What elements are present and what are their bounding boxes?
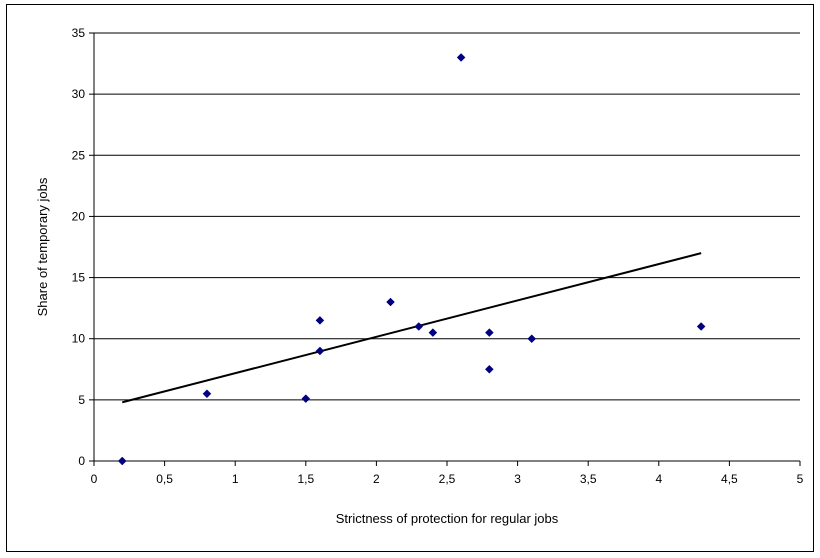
data-point — [527, 334, 537, 344]
data-point — [117, 456, 127, 466]
trendline — [121, 252, 702, 404]
x-tick-label: 1,5 — [297, 472, 314, 486]
y-tick-label: 30 — [72, 87, 86, 101]
x-tick-labels: 0 0,5 1 1,5 2 2,5 3 3,5 4 4,5 5 — [91, 472, 804, 486]
data-points — [117, 53, 706, 466]
data-point — [301, 394, 311, 403]
y-tick-labels: 0 5 10 15 20 25 30 35 — [72, 26, 86, 468]
y-tick-label: 0 — [78, 454, 85, 468]
x-tick-label: 5 — [797, 472, 804, 486]
chart-frame — [6, 4, 814, 552]
data-point — [386, 297, 395, 307]
data-point — [315, 346, 325, 356]
data-point — [315, 316, 325, 325]
data-point — [456, 53, 466, 62]
data-point — [696, 322, 706, 331]
y-axis-label: Share of temporary jobs — [35, 177, 50, 316]
x-tick-label: 0 — [91, 472, 98, 486]
gridlines — [94, 32, 800, 401]
x-tick-label: 3 — [514, 472, 521, 486]
y-tick-label: 15 — [72, 271, 86, 285]
x-axis-label: Strictness of protection for regular job… — [336, 511, 559, 526]
x-tick-label: 3,5 — [580, 472, 597, 486]
data-point — [485, 328, 494, 337]
y-tick-label: 35 — [72, 26, 86, 40]
x-tick-label: 0,5 — [156, 472, 173, 486]
y-tick-label: 5 — [78, 393, 85, 407]
data-point — [485, 364, 494, 374]
x-tick-label: 2,5 — [439, 472, 456, 486]
data-point — [202, 389, 212, 399]
x-tick-label: 1 — [232, 472, 239, 486]
x-tick-label: 4,5 — [721, 472, 738, 486]
y-tick-label: 20 — [72, 209, 86, 223]
data-point — [414, 322, 424, 331]
x-tick-label: 4 — [655, 472, 662, 486]
y-tick-label: 25 — [72, 148, 86, 162]
axes — [89, 32, 801, 466]
y-tick-label: 10 — [72, 332, 86, 346]
data-point — [428, 328, 438, 337]
trendline-group — [121, 252, 702, 404]
x-tick-label: 2 — [373, 472, 380, 486]
